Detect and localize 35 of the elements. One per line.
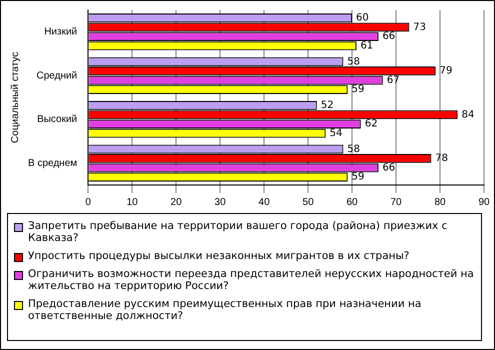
y-tick-label: Низкий <box>44 26 78 38</box>
legend-label: Запретить пребывание на территории вашего города (района) приезжих с Кавказа? <box>28 220 448 244</box>
x-tick-label: 70 <box>390 196 402 208</box>
x-tick-label: 0 <box>85 196 92 208</box>
data-label: 66 <box>382 162 396 174</box>
data-label: 84 <box>462 109 474 120</box>
legend-label: Предоставление русским преимущественных прав при назначении на ответственные должности? <box>28 298 422 322</box>
x-tick-label: 90 <box>478 196 490 208</box>
data-label: 59 <box>352 84 364 96</box>
x-tick-label: 60 <box>346 196 358 208</box>
data-label: 73 <box>413 22 426 33</box>
y-tick-label: В среднем <box>28 158 78 169</box>
legend-label: Упростить процедуры высылки незаконных мигрантов в их страны? <box>28 250 410 262</box>
data-label: 62 <box>364 118 378 130</box>
y-axis-title: Социальный статус <box>10 52 21 144</box>
data-label: 58 <box>347 144 360 155</box>
x-tick-label: 50 <box>302 196 314 208</box>
x-tick-label: 30 <box>214 196 226 208</box>
data-label: 79 <box>440 66 452 77</box>
x-tick-label: 80 <box>434 196 446 208</box>
data-label: 61 <box>360 40 374 52</box>
x-tick-label: 10 <box>126 196 138 208</box>
legend-label: Ограничить возможности переезда представителей нерусских народностей на жительство на территорию России? <box>28 268 475 292</box>
data-label: 52 <box>320 100 334 112</box>
data-label: 54 <box>330 128 342 139</box>
data-label: 66 <box>382 31 396 42</box>
data-label: 60 <box>356 12 369 24</box>
data-label: 67 <box>386 74 400 86</box>
y-tick-label: Средний <box>36 70 78 82</box>
data-label: 58 <box>347 56 360 68</box>
x-tick-label: 40 <box>258 196 270 208</box>
y-tick-label: Высокий <box>37 114 78 126</box>
x-tick-label: 20 <box>170 196 182 208</box>
data-label: 59 <box>352 172 364 183</box>
data-label: 78 <box>435 153 448 164</box>
